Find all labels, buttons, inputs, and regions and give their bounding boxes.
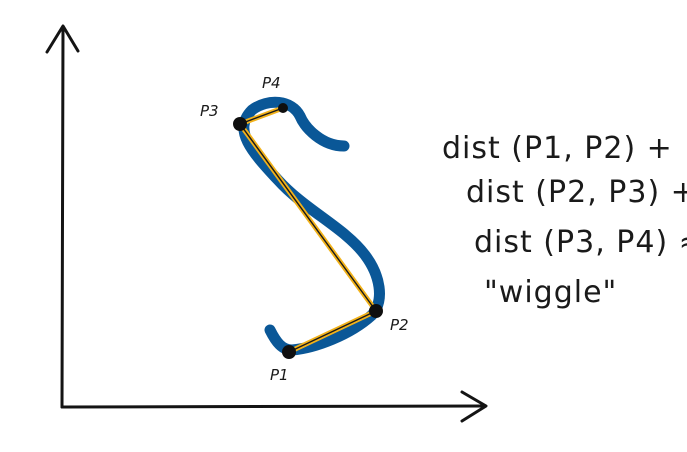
formula-line-4: "wiggle" bbox=[484, 275, 617, 310]
point-p4 bbox=[278, 103, 288, 113]
point-label-p1: P1 bbox=[270, 366, 289, 384]
formula-line-2: dist (P2, P3) + bbox=[466, 175, 687, 210]
point-label-p3: P3 bbox=[200, 102, 219, 120]
chord-p1-p2-ink bbox=[288, 310, 377, 353]
formula-line-3: dist (P3, P4) ≈ bbox=[474, 225, 687, 260]
point-p3 bbox=[233, 117, 247, 131]
formula: dist (P1, P2) + dist (P2, P3) + dist (P3… bbox=[442, 131, 687, 310]
y-axis-arrowhead bbox=[45, 24, 80, 54]
sample-points bbox=[233, 103, 383, 359]
formula-line-1: dist (P1, P2) + bbox=[442, 131, 673, 166]
chord-p2-p3-ink bbox=[239, 123, 377, 312]
x-axis-arrowhead bbox=[460, 390, 488, 423]
chord-p3-p4-ink bbox=[239, 107, 284, 125]
point-p2 bbox=[369, 304, 383, 318]
point-label-p2: P2 bbox=[390, 316, 409, 334]
point-p1 bbox=[282, 345, 296, 359]
point-label-p4: P4 bbox=[262, 74, 281, 92]
x-axis bbox=[60, 404, 486, 409]
y-axis bbox=[60, 26, 65, 409]
wiggle-curve bbox=[238, 96, 385, 356]
point-labels: P1 P2 P3 P4 bbox=[200, 74, 409, 384]
chords bbox=[237, 105, 379, 355]
axes bbox=[45, 24, 488, 423]
